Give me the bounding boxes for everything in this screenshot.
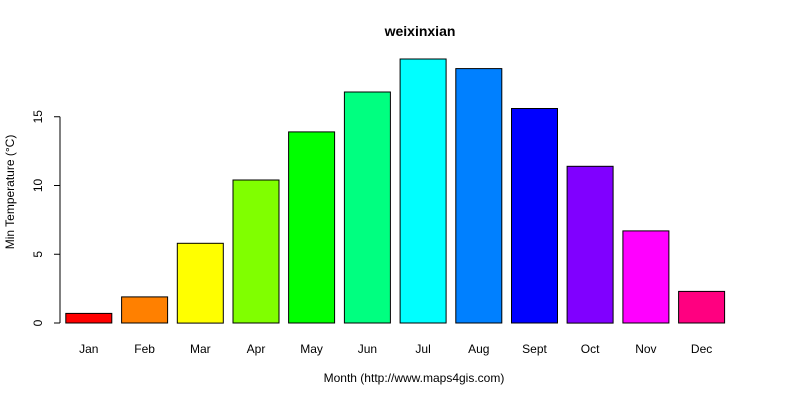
y-tick-label: 0: [31, 319, 45, 326]
bar-jul: [399, 58, 447, 324]
bar-dec: [678, 290, 726, 324]
y-ticks-group: 0 5 10 15: [31, 110, 60, 326]
x-tick-label: Sept: [522, 342, 547, 356]
bar-aug: [455, 68, 503, 324]
x-tick-label: Feb: [134, 342, 155, 356]
bar-nov: [622, 230, 670, 324]
x-tick-label: Apr: [247, 342, 266, 356]
bar-sept: [511, 108, 558, 324]
y-tick-label: 5: [31, 251, 45, 258]
bar-apr: [232, 179, 280, 324]
bar-mar: [176, 242, 224, 324]
bar-feb: [121, 296, 169, 324]
bar-may: [288, 131, 336, 324]
bar-oct: [566, 165, 614, 324]
x-tick-label: Nov: [635, 342, 656, 356]
x-axis-label: Month (http://www.maps4gis.com): [324, 371, 505, 385]
x-tick-label: Dec: [691, 342, 712, 356]
x-tick-label: Aug: [468, 342, 489, 356]
chart-title: weixinxian: [384, 23, 456, 39]
y-tick-label: 15: [31, 110, 45, 124]
bars-group: [65, 58, 726, 324]
x-tick-label: Oct: [581, 342, 600, 356]
x-tick-labels-group: Jan Feb Mar Apr May Jun Jul Aug Sept Oct Nov Dec: [79, 342, 712, 356]
y-tick-label: 10: [31, 179, 45, 193]
y-axis-label: Min Temperature (°C): [3, 135, 17, 250]
x-tick-label: Jan: [79, 342, 98, 356]
bar-jan: [65, 312, 113, 324]
x-tick-label: May: [300, 342, 323, 356]
x-tick-label: Mar: [190, 342, 211, 356]
bar-jun: [343, 91, 391, 324]
x-tick-label: Jun: [358, 342, 377, 356]
x-tick-label: Jul: [415, 342, 430, 356]
